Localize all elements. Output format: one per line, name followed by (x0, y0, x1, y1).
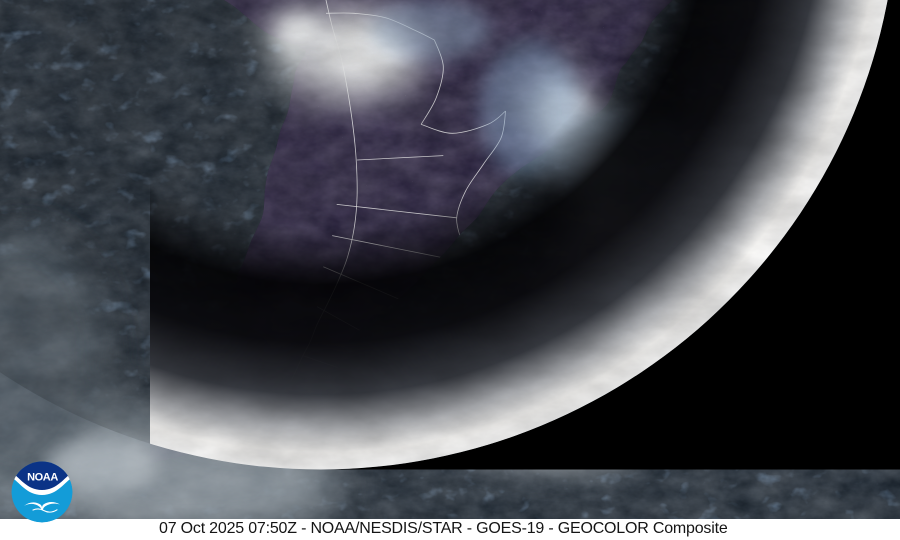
svg-text:NOAA: NOAA (27, 472, 58, 484)
